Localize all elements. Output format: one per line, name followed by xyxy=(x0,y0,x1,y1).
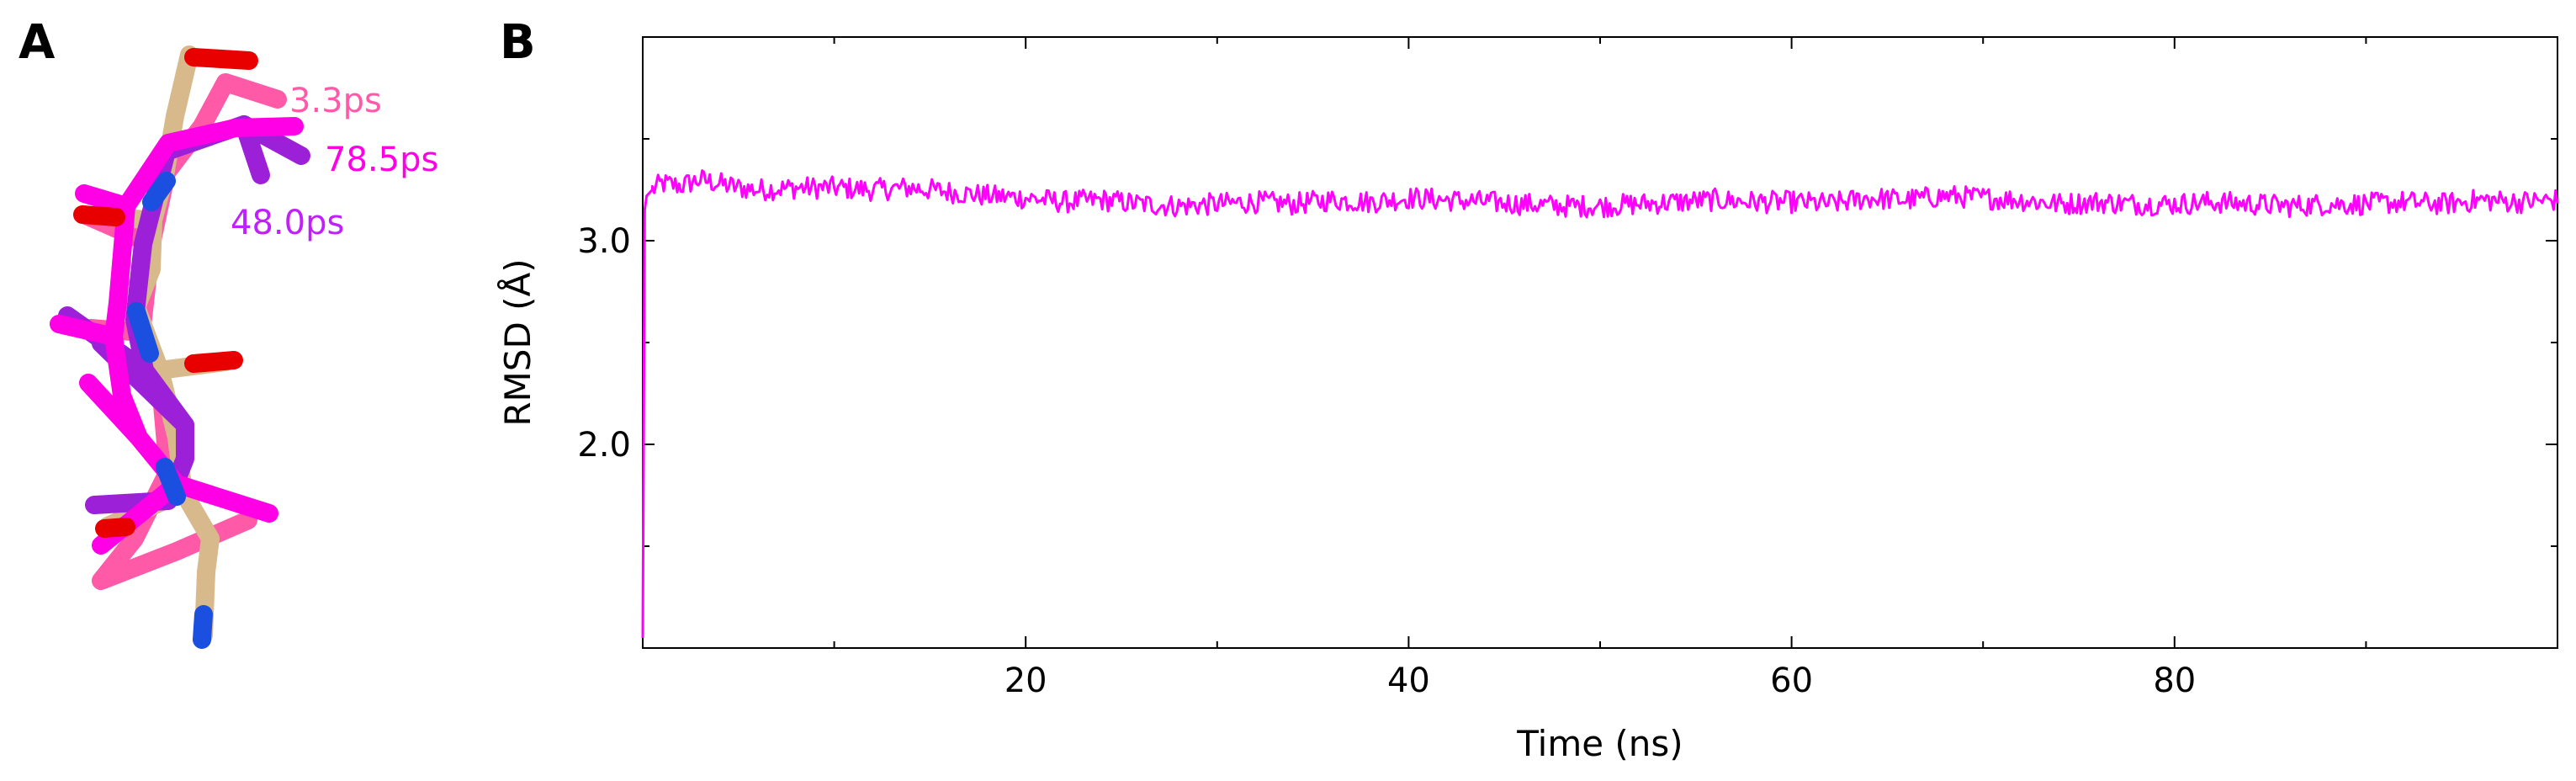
conformer-magenta xyxy=(50,117,304,555)
plot-frame xyxy=(642,36,2558,649)
peptide-structure-illustration: 3.3ps 78.5ps 48.0ps xyxy=(50,45,438,649)
panel-label-a: A xyxy=(19,15,56,70)
y-axis-ticks: 2.0 3.0 xyxy=(577,138,2557,547)
atom-tips xyxy=(73,48,258,649)
x-tick-label: 40 xyxy=(1387,661,1430,700)
panel-label-b: B xyxy=(500,15,536,70)
x-tick-label: 60 xyxy=(1770,661,1813,700)
snapshot-label-2: 78.5ps xyxy=(325,141,438,179)
snapshot-label-1: 3.3ps xyxy=(289,82,382,120)
y-tick-label: 2.0 xyxy=(577,426,631,465)
snapshot-label-3: 48.0ps xyxy=(231,204,344,242)
y-tick-label: 3.0 xyxy=(577,222,631,261)
x-tick-label: 20 xyxy=(1004,661,1047,700)
x-tick-label: 80 xyxy=(2153,661,2196,700)
x-axis-label: Time (ns) xyxy=(1516,723,1683,764)
series-line-rmsd xyxy=(641,169,2559,638)
x-axis-ticks: 20 40 60 80 xyxy=(833,37,2367,700)
y-axis-label: RMSD (Å) xyxy=(496,258,538,426)
